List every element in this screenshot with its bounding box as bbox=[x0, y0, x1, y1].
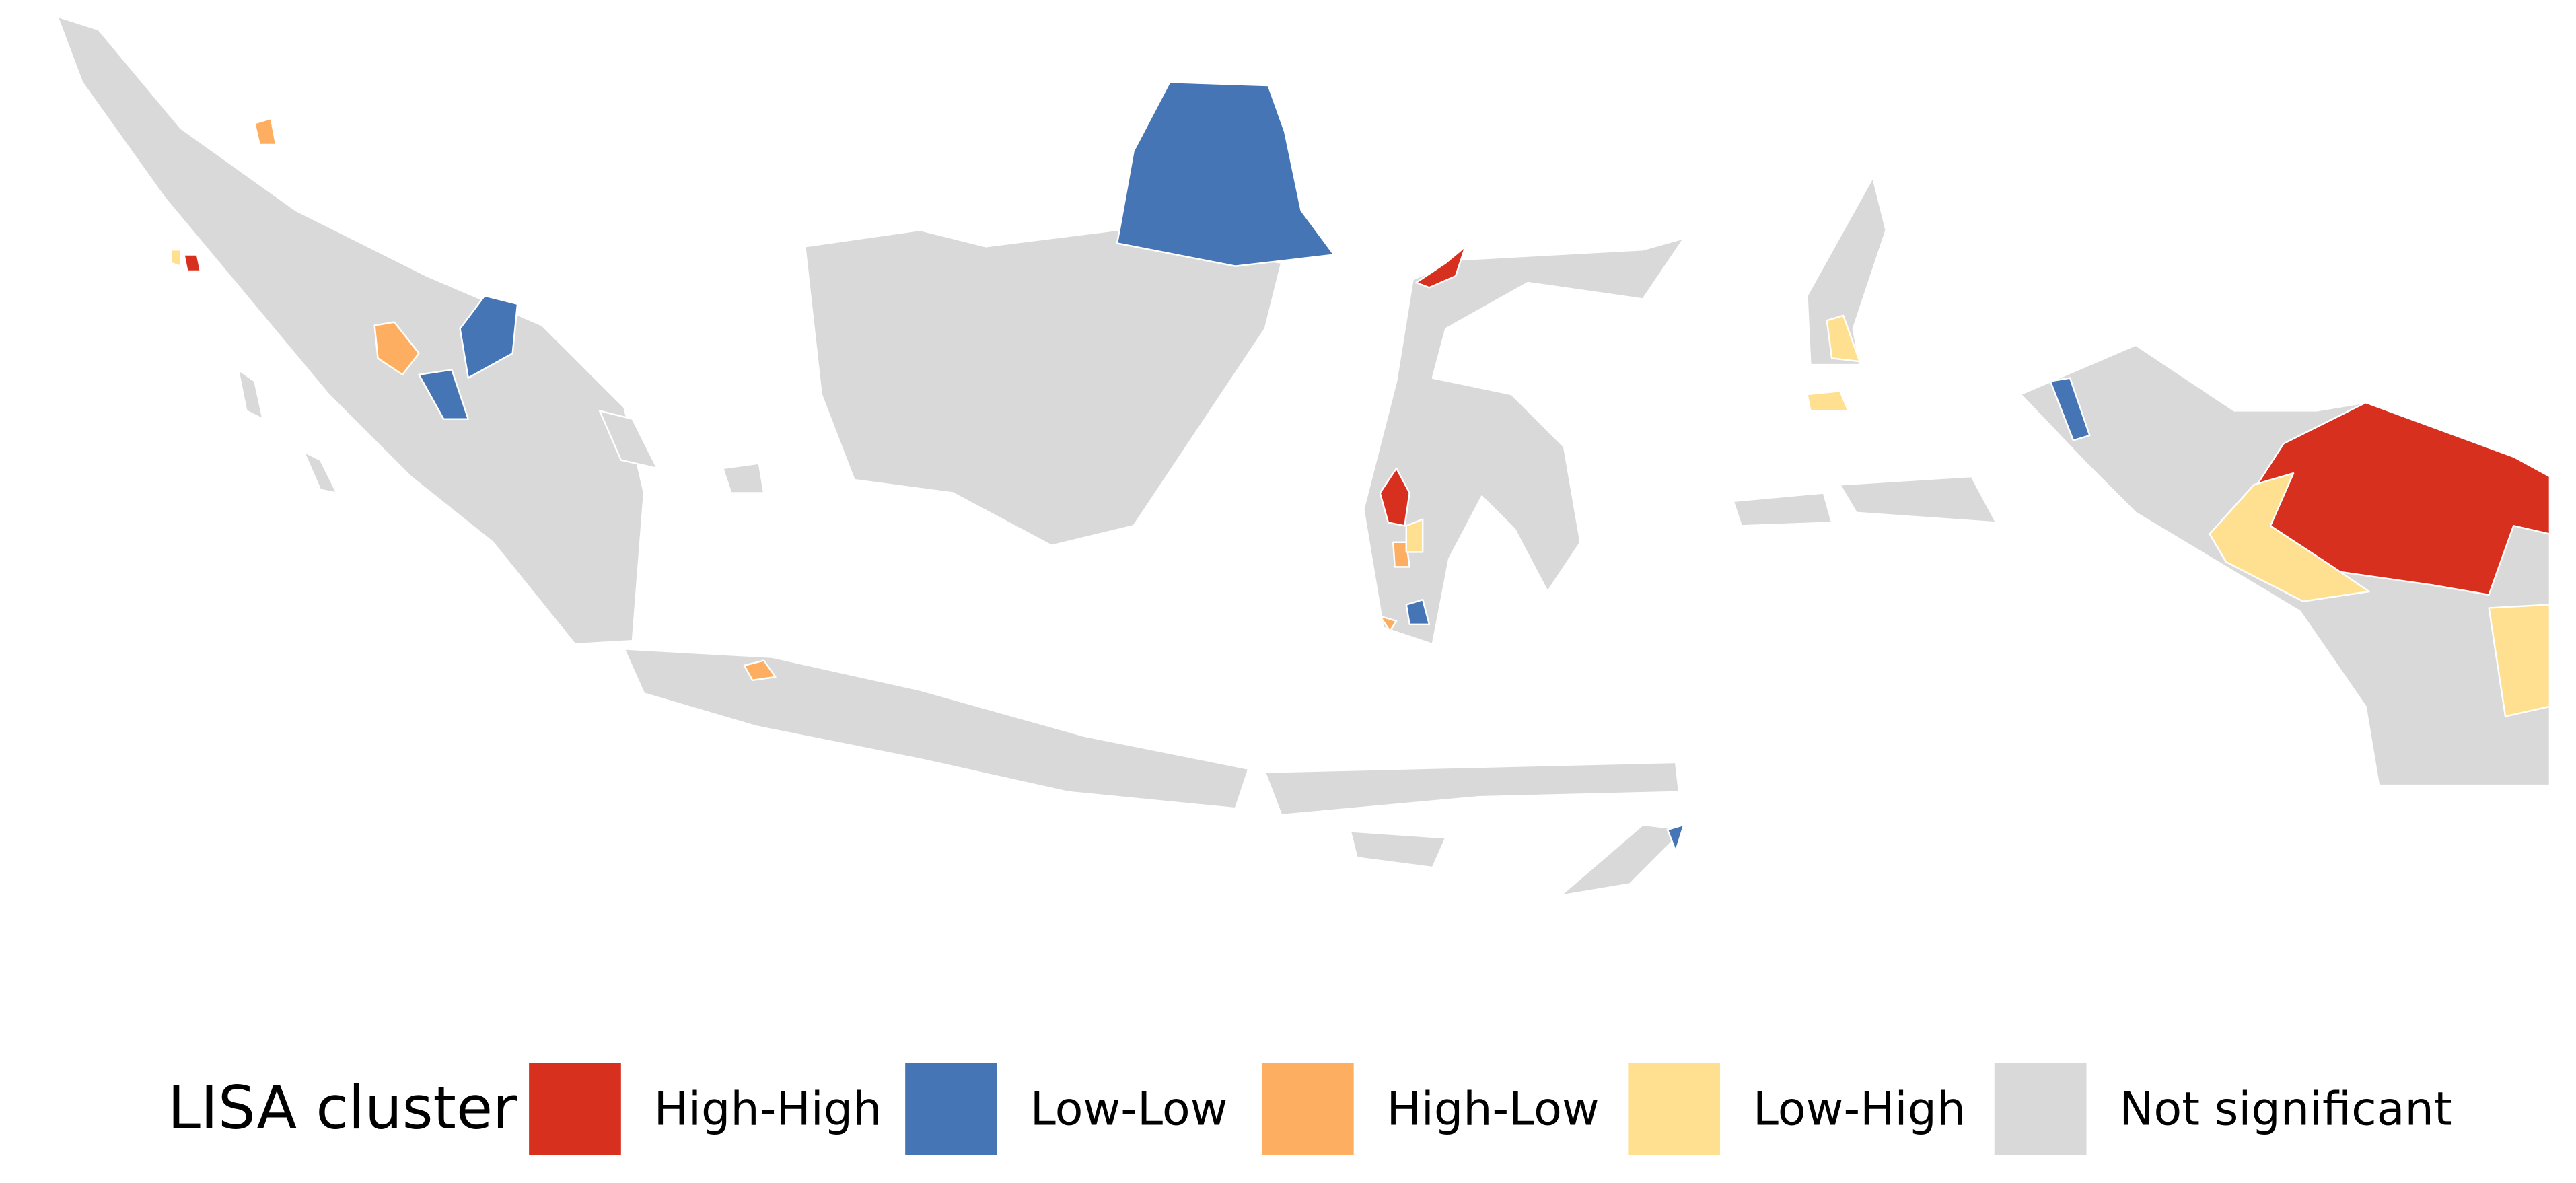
legend-label: Low-Low bbox=[1030, 1083, 1228, 1136]
legend-swatch bbox=[905, 1063, 997, 1155]
timor bbox=[1560, 824, 1685, 896]
region bbox=[254, 117, 277, 146]
belitung bbox=[721, 462, 765, 494]
legend-swatch bbox=[1994, 1063, 2087, 1155]
legend-label: High-High bbox=[654, 1083, 882, 1136]
region bbox=[373, 321, 420, 375]
maluku bbox=[1732, 492, 1833, 527]
seram bbox=[1839, 475, 1997, 524]
region bbox=[1826, 314, 1861, 363]
region bbox=[418, 369, 469, 420]
region bbox=[743, 659, 777, 682]
region bbox=[2488, 604, 2551, 717]
legend-label: High-Low bbox=[1386, 1083, 1599, 1136]
legend-label: Low-High bbox=[1753, 1083, 1966, 1136]
kalimantan bbox=[804, 229, 1283, 546]
legend-swatch bbox=[529, 1063, 621, 1155]
sumba bbox=[1349, 830, 1447, 869]
region bbox=[170, 248, 182, 267]
region bbox=[1116, 81, 1335, 267]
region bbox=[1405, 518, 1424, 553]
region bbox=[2049, 377, 2091, 441]
region bbox=[1666, 824, 1685, 852]
legend-title: LISA cluster bbox=[168, 1073, 517, 1143]
region bbox=[2209, 472, 2370, 602]
bangka bbox=[598, 410, 658, 470]
legend: High-High Low-Low High-Low Low-High Not sign… bbox=[529, 1063, 2452, 1155]
sulawesi bbox=[1363, 237, 1685, 645]
halmahera bbox=[1806, 176, 1887, 366]
region bbox=[459, 295, 519, 379]
java bbox=[623, 648, 1250, 810]
legend-swatch bbox=[1628, 1063, 1721, 1155]
legend-swatch bbox=[1261, 1063, 1354, 1155]
region bbox=[1379, 615, 1398, 632]
mentawai bbox=[303, 451, 338, 494]
legend-label: Not significant bbox=[2119, 1083, 2452, 1136]
region bbox=[1379, 467, 1410, 527]
region bbox=[1415, 246, 1466, 289]
region bbox=[183, 254, 202, 273]
region bbox=[1405, 598, 1431, 626]
nias bbox=[237, 369, 264, 420]
sumatra bbox=[57, 15, 645, 645]
region bbox=[1806, 390, 1849, 412]
lesser-sunda bbox=[1264, 761, 1680, 816]
map-regions bbox=[57, 15, 2551, 896]
